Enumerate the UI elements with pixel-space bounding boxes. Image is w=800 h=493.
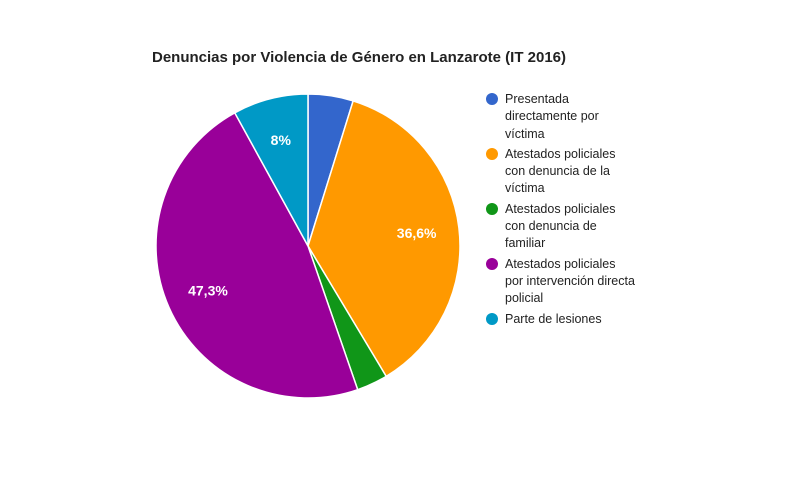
legend-swatch-icon — [486, 93, 498, 105]
legend-item[interactable]: Presentada directamente por víctima — [486, 91, 635, 143]
slice-data-label: 8% — [271, 132, 292, 148]
legend-label-line: policial — [505, 291, 544, 306]
legend: Presentada directamente por víctima Atestad… — [486, 91, 635, 331]
legend-label-line: con denuncia de — [505, 219, 597, 234]
legend-label-line: Atestados policiales — [505, 256, 616, 271]
legend-label-line: Atestados policiales — [505, 146, 616, 161]
pie-slice-4[interactable] — [233, 93, 309, 247]
legend-swatch-icon — [486, 312, 498, 325]
legend-swatch-icon — [486, 147, 498, 160]
legend-label-line: víctima — [505, 181, 545, 196]
chart-title: Denuncias por Violencia de Género en Lan… — [152, 49, 567, 66]
legend-label-line: con denuncia de la — [505, 164, 610, 179]
slice-data-label: 47,3% — [188, 282, 228, 298]
legend-label-line: por intervención directa — [505, 273, 635, 288]
legend-label-line: Parte de lesiones — [505, 311, 602, 326]
legend-swatch-icon — [486, 257, 498, 270]
legend-item[interactable]: Parte de lesiones — [486, 311, 635, 328]
legend-swatch-icon — [486, 202, 498, 215]
legend-label: Atestados policiales por intervención dir… — [505, 256, 635, 308]
legend-label: Atestados policiales con denuncia de la ví… — [505, 146, 615, 198]
legend-label-line: familiar — [505, 236, 546, 251]
legend-label: Parte de lesiones — [505, 311, 602, 328]
legend-label-line: Presentada — [505, 92, 569, 106]
legend-label-line: Atestados policiales — [505, 201, 616, 216]
legend-label: Presentada directamente por víctima — [505, 91, 599, 143]
pie-slice-1[interactable] — [307, 99, 461, 378]
legend-label: Atestados policiales con denuncia de famil… — [505, 201, 615, 253]
pie-slice-3[interactable] — [155, 111, 359, 399]
slice-data-label: 36,6% — [397, 225, 437, 241]
legend-label-line: víctima — [505, 126, 545, 141]
legend-label-line: directamente por — [505, 109, 599, 124]
legend-item[interactable]: Atestados policiales con denuncia de famil… — [486, 201, 635, 253]
legend-item[interactable]: Atestados policiales con denuncia de la ví… — [486, 146, 635, 198]
legend-item[interactable]: Atestados policiales por intervención dir… — [486, 256, 635, 308]
